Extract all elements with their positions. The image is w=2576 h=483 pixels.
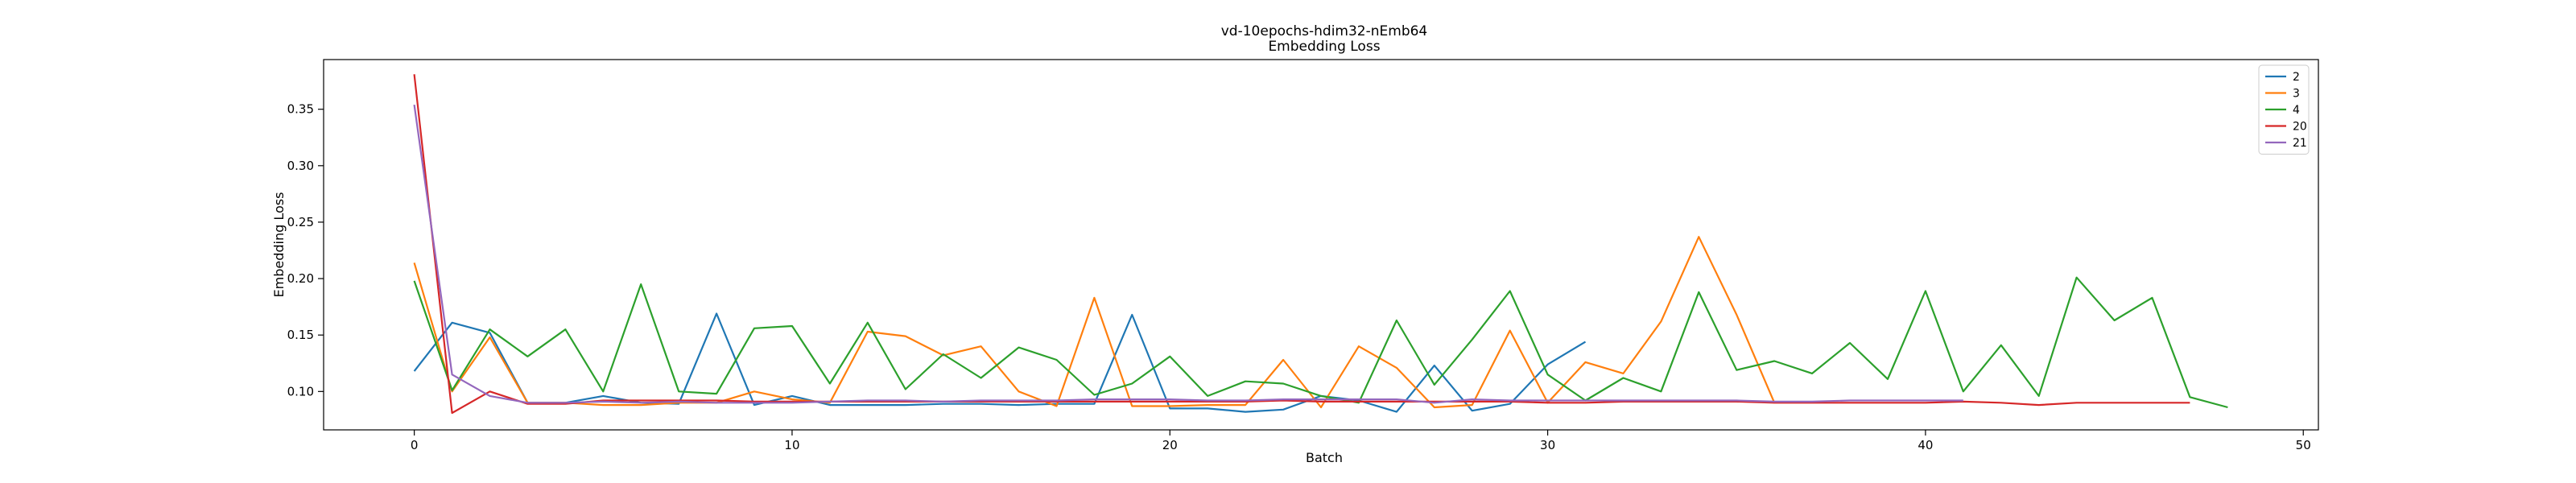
y-tick-label: 0.35 (287, 102, 314, 117)
y-axis: 0.10 0.15 0.20 0.25 0.30 0.35 (287, 102, 324, 398)
y-tick-label: 0.25 (287, 215, 314, 229)
x-tick-label: 50 (2296, 438, 2311, 452)
legend-label-2: 2 (2293, 71, 2300, 84)
y-tick-label: 0.20 (287, 271, 314, 286)
y-tick-label: 0.30 (287, 159, 314, 173)
series-line-2 (413, 312, 1587, 413)
plot-frame (323, 59, 2319, 431)
series-line-20 (413, 74, 2190, 415)
series-line-21 (413, 104, 1963, 404)
y-tick-label: 0.15 (287, 328, 314, 342)
legend-label-3: 3 (2293, 88, 2300, 101)
chart-title: vd-10epochs-hdim32-nEmb64 (1221, 23, 1428, 39)
series-layer (413, 74, 2228, 415)
chart-subtitle: Embedding Loss (1268, 39, 1380, 55)
x-tick-label: 10 (784, 438, 799, 452)
x-tick-label: 30 (1540, 438, 1555, 452)
legend: 2 3 4 20 21 (2258, 64, 2310, 155)
x-tick-label: 40 (1918, 438, 1933, 452)
series-line-4 (413, 276, 2228, 409)
y-axis-label: Embedding Loss (271, 192, 287, 298)
legend-label-4: 4 (2293, 104, 2300, 117)
x-axis: 0 10 20 30 40 50 (411, 430, 2311, 452)
legend-label-21: 21 (2293, 137, 2307, 150)
legend-label-20: 20 (2293, 121, 2307, 134)
x-tick-label: 0 (411, 438, 419, 452)
y-tick-label: 0.10 (287, 384, 314, 398)
x-tick-label: 20 (1162, 438, 1178, 452)
x-axis-label: Batch (1306, 450, 1343, 465)
